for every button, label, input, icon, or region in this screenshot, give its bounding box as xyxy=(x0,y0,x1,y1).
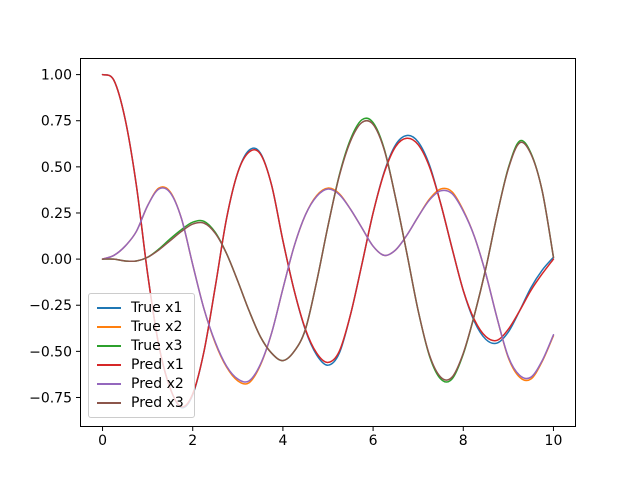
axes-spines xyxy=(80,58,576,427)
x-tick-label: 2 xyxy=(188,433,197,449)
y-tick-label: 0.50 xyxy=(41,160,72,176)
line-pred-x2 xyxy=(101,187,555,383)
y-tick-label: −0.75 xyxy=(29,390,72,406)
y-tick-label: 0.00 xyxy=(41,252,72,268)
legend-line-swatch xyxy=(97,382,121,385)
legend-item-label: Pred x2 xyxy=(131,375,184,392)
y-tick-label: −0.50 xyxy=(29,344,72,360)
legend-line-swatch xyxy=(97,401,121,404)
legend-item-pred-x3: Pred x3 xyxy=(97,393,186,412)
legend-item-label: True x2 xyxy=(131,319,183,336)
legend-line-swatch xyxy=(97,326,121,329)
legend-item-label: True x1 xyxy=(131,300,183,317)
x-tick-label: 10 xyxy=(545,433,563,449)
y-tick-label: −0.25 xyxy=(29,298,72,314)
legend-item-label: Pred x1 xyxy=(131,356,184,373)
y-tick-label: 1.00 xyxy=(41,68,72,84)
legend-item-true-x3: True x3 xyxy=(97,337,186,356)
legend-item-true-x2: True x2 xyxy=(97,318,186,337)
y-tick-label: 0.25 xyxy=(41,206,72,222)
legend-item-label: Pred x3 xyxy=(131,394,184,411)
line-pred-x3 xyxy=(101,119,555,381)
legend-line-swatch xyxy=(97,363,121,366)
legend-item-pred-x2: Pred x2 xyxy=(97,374,186,393)
x-tick-label: 8 xyxy=(459,433,468,449)
x-tick-label: 4 xyxy=(278,433,287,449)
legend-line-swatch xyxy=(97,307,121,310)
legend-item-true-x1: True x1 xyxy=(97,299,186,318)
legend-line-swatch xyxy=(97,345,121,348)
y-tick-label: 0.75 xyxy=(41,114,72,130)
legend-item-label: True x3 xyxy=(131,338,183,355)
x-tick-label: 6 xyxy=(369,433,378,449)
legend: True x1 True x2 True x3 Pred x1 Pred x2 Pred … xyxy=(88,293,195,418)
legend-item-pred-x1: Pred x1 xyxy=(97,355,186,374)
x-tick-label: 0 xyxy=(98,433,107,449)
